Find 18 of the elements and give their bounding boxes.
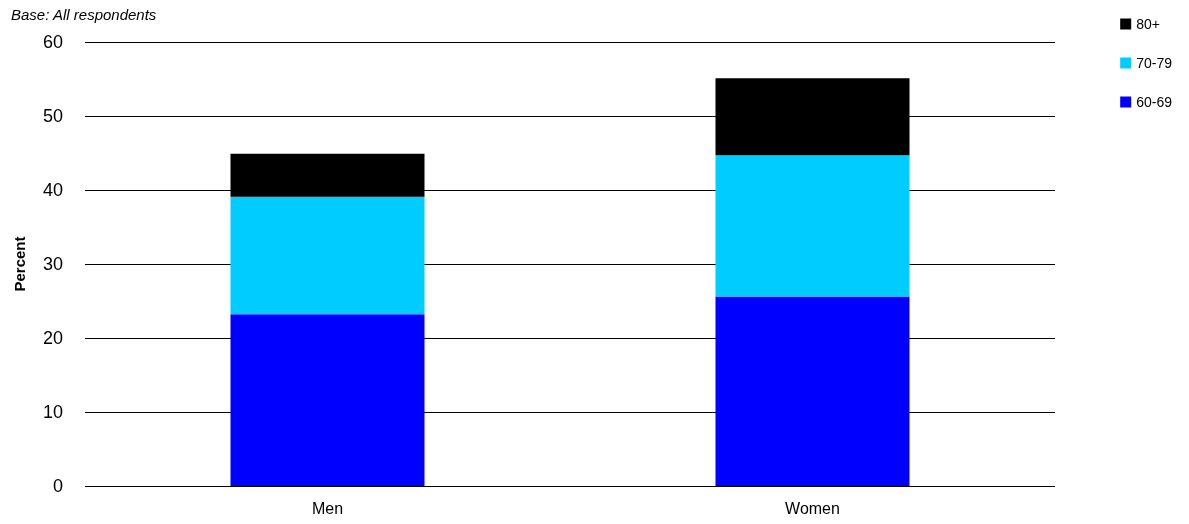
x-tick-label: Men xyxy=(311,499,344,517)
y-tick-label: 50 xyxy=(42,106,63,126)
bar xyxy=(230,196,425,315)
bar xyxy=(715,296,910,486)
y-axis-title: Percent xyxy=(11,236,28,292)
chart-subtitle: Base: All respondents xyxy=(11,6,157,23)
y-tick-label: 10 xyxy=(42,402,63,422)
bar xyxy=(715,155,910,297)
y-tick-label: 30 xyxy=(42,254,63,274)
y-tick-label: 0 xyxy=(52,476,63,496)
y-tick-label: 60 xyxy=(42,32,63,52)
bar xyxy=(230,314,425,486)
legend-label: 70-79 xyxy=(1136,55,1173,71)
legend-label: 60-69 xyxy=(1136,94,1173,110)
x-tick-label: Women xyxy=(785,499,840,517)
y-tick-label: 20 xyxy=(42,328,63,348)
y-tick-label: 40 xyxy=(42,180,63,200)
legend-label: 80+ xyxy=(1136,16,1160,32)
